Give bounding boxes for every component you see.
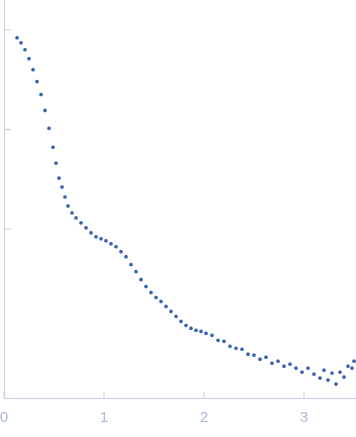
point	[342, 375, 346, 379]
point	[51, 145, 55, 150]
point	[35, 79, 39, 84]
point	[276, 359, 280, 363]
point	[240, 347, 244, 352]
point	[216, 338, 220, 343]
point	[129, 262, 133, 267]
point	[144, 284, 148, 289]
point	[74, 216, 78, 220]
x-tick-label: 3	[300, 409, 308, 426]
point	[228, 344, 232, 349]
point	[264, 355, 268, 360]
point	[114, 244, 118, 249]
point	[70, 211, 74, 215]
point	[270, 361, 274, 365]
point	[27, 56, 31, 61]
point	[252, 353, 256, 358]
point	[84, 226, 88, 230]
point	[350, 366, 354, 370]
point	[39, 92, 43, 97]
point	[199, 329, 203, 334]
point	[164, 304, 168, 309]
point	[179, 319, 183, 324]
point	[54, 161, 58, 165]
point	[352, 359, 356, 363]
point	[149, 290, 153, 295]
x-tick-label: 1	[100, 409, 108, 426]
point	[63, 195, 67, 199]
point	[306, 366, 310, 370]
point	[19, 40, 23, 45]
point	[104, 238, 108, 243]
point	[154, 295, 158, 300]
point	[99, 237, 103, 241]
point	[124, 254, 128, 259]
point	[282, 364, 286, 368]
point	[159, 299, 163, 304]
point	[288, 362, 292, 366]
point	[189, 326, 193, 331]
point	[119, 249, 123, 254]
x-tick-label: 0	[0, 409, 8, 426]
point	[204, 331, 208, 336]
point	[326, 378, 330, 382]
point	[94, 235, 98, 239]
point	[222, 339, 226, 344]
point	[31, 67, 35, 72]
point	[210, 333, 214, 338]
point	[318, 376, 322, 380]
point	[194, 328, 198, 333]
point	[139, 277, 143, 282]
point	[169, 309, 173, 314]
point	[330, 371, 334, 375]
point	[43, 108, 47, 113]
point	[60, 185, 64, 189]
point	[89, 231, 93, 235]
point	[234, 346, 238, 351]
point	[134, 269, 138, 274]
point	[184, 323, 188, 328]
point	[109, 241, 113, 246]
point	[246, 352, 250, 357]
point	[23, 47, 27, 52]
point	[338, 370, 342, 374]
point	[47, 126, 51, 131]
point	[57, 176, 61, 180]
point	[66, 204, 70, 208]
x-tick-label: 2	[200, 409, 208, 426]
point	[300, 370, 304, 374]
point	[79, 221, 83, 225]
point	[346, 364, 350, 368]
point	[322, 368, 326, 372]
point	[15, 36, 19, 40]
point	[334, 382, 338, 386]
point	[174, 314, 178, 319]
point	[312, 372, 316, 376]
point	[294, 366, 298, 370]
point	[258, 357, 262, 361]
